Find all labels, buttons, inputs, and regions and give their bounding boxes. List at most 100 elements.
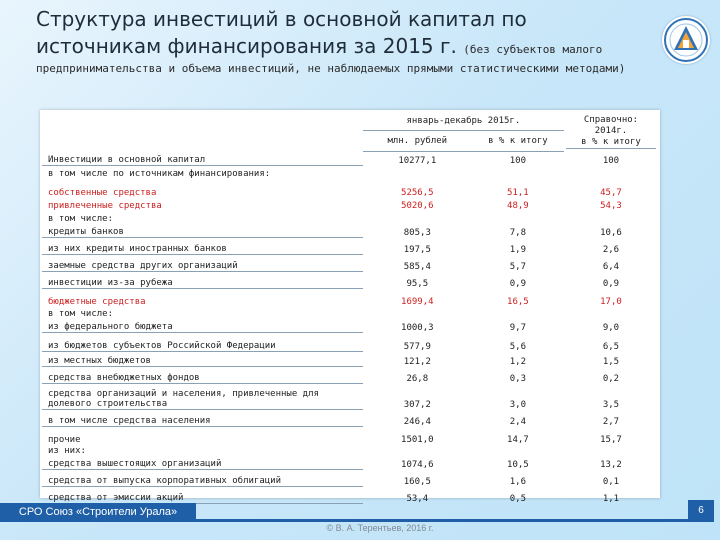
row-ref: 0,2 (602, 373, 620, 384)
table-header-row: январь-декабрь 2015г. Справочно: 2014г. … (42, 112, 658, 149)
page-number: 6 (688, 500, 714, 522)
row-label: средства организаций и населения, привле… (42, 383, 363, 410)
row-abs: 1000,3 (401, 322, 434, 333)
investment-structure-table: январь-декабрь 2015г. Справочно: 2014г. … (42, 112, 658, 504)
row-label: в том числе: (48, 308, 114, 319)
row-ref: 17,0 (600, 296, 622, 307)
row-abs (363, 166, 472, 179)
row-pct: 10,5 (507, 459, 529, 470)
row-label: кредиты банков (42, 223, 363, 238)
row-pct: 48,9 (507, 200, 529, 211)
footer-organization: СРО Союз «Строители Урала» (0, 503, 196, 522)
slide-title: Структура инвестиций в основной капитал … (36, 6, 656, 63)
header-reference-line1: Справочно: (583, 114, 639, 125)
row-label: Инвестиции в основной капитал (42, 151, 363, 166)
table-row: средства от эмиссии акций 53,4 0,5 1,1 (42, 486, 658, 504)
organization-logo-icon (662, 16, 710, 64)
table-row: из местных бюджетов 121,2 1,2 1,5 (42, 351, 658, 367)
row-pct: 7,8 (509, 227, 527, 238)
table-row: собственные средства 5256,5 51,1 45,7 (42, 179, 658, 198)
row-pct: 16,5 (507, 296, 529, 307)
table-row: в том числе: (42, 211, 658, 224)
row-ref: 1,1 (602, 493, 620, 504)
table-row: инвестиции из-за рубежа 95,5 0,9 0,9 (42, 271, 658, 289)
row-pct: 2,4 (509, 416, 527, 427)
row-label: прочие (48, 434, 81, 445)
row-abs (363, 307, 472, 319)
row-ref: 9,0 (602, 322, 620, 333)
row-ref: 10,6 (600, 227, 622, 238)
row-label: средства вышестоящих организаций (42, 455, 363, 470)
row-label: собственные средства (48, 187, 157, 198)
row-pct: 5,7 (509, 261, 527, 272)
row-abs: 121,2 (403, 356, 431, 367)
row-ref: 13,2 (600, 459, 622, 470)
row-label: из них кредиты иностранных банков (42, 237, 363, 255)
table-row: Инвестиции в основной капитал 10277,1 10… (42, 151, 658, 166)
row-pct (472, 307, 564, 319)
row-ref (564, 166, 658, 179)
row-label: бюджетные средства (48, 296, 146, 307)
row-pct: 0,3 (509, 373, 527, 384)
row-abs (363, 211, 472, 224)
row-label: инвестиции из-за рубежа (42, 271, 363, 289)
row-ref: 2,7 (602, 416, 620, 427)
row-abs: 197,5 (403, 244, 431, 255)
header-reference-line3: в % к итогу (581, 136, 641, 147)
row-ref: 6,4 (602, 261, 620, 272)
row-pct: 14,7 (507, 434, 529, 445)
row-abs: 160,5 (403, 476, 431, 487)
row-abs: 1699,4 (401, 296, 434, 307)
row-pct (472, 166, 564, 179)
row-abs: 10277,1 (398, 155, 437, 166)
row-pct: 5,6 (509, 341, 527, 352)
row-pct: 1,6 (509, 476, 527, 487)
row-abs: 5256,5 (401, 187, 434, 198)
row-label: в том числе по источникам финансирования… (48, 168, 271, 179)
row-abs: 1074,6 (401, 459, 434, 470)
row-ref (564, 307, 658, 319)
row-label: из федерального бюджета (42, 318, 363, 333)
row-ref: 45,7 (600, 187, 622, 198)
table-subheader-row: млн. рублей в % к итогу (42, 130, 658, 152)
row-pct: 0,5 (509, 493, 527, 504)
table-row: из бюджетов субъектов Российской Федерац… (42, 332, 658, 352)
table-row: из них кредиты иностранных банков 197,5 … (42, 237, 658, 255)
row-abs: 26,8 (406, 373, 429, 384)
row-label: привлеченные средства (48, 200, 162, 211)
row-abs: 246,4 (403, 416, 431, 427)
table-row: из федерального бюджета 1000,3 9,7 9,0 (42, 318, 658, 333)
title-note-inline: (без субъектов малого (463, 43, 603, 56)
title-note-continuation: предпринимательства и объема инвестиций,… (36, 62, 626, 75)
row-ref: 15,7 (600, 434, 622, 445)
table-row: кредиты банков 805,3 7,8 10,6 (42, 223, 658, 238)
row-label: из местных бюджетов (42, 351, 363, 367)
row-pct: 9,7 (509, 322, 527, 333)
title-main: Структура инвестиций в основной капитал … (36, 7, 527, 58)
header-period: январь-декабрь 2015г. (362, 112, 564, 131)
table-row: в том числе по источникам финансирования… (42, 166, 658, 179)
row-abs: 805,3 (403, 227, 431, 238)
row-label: в том числе средства населения (42, 409, 363, 427)
table-row: бюджетные средства 1699,4 16,5 17,0 (42, 289, 658, 307)
row-label: средства внебюджетных фондов (42, 366, 363, 384)
row-abs: 577,9 (403, 341, 431, 352)
row-pct (472, 445, 564, 456)
table-row: заемные средства других организаций 585,… (42, 254, 658, 272)
row-label: из них: (48, 445, 86, 456)
table-row: в том числе: (42, 307, 658, 319)
row-ref: 54,3 (600, 200, 622, 211)
row-abs: 1501,0 (401, 434, 434, 445)
row-abs: 53,4 (406, 493, 429, 504)
row-pct: 1,9 (509, 244, 527, 255)
row-ref: 0,9 (602, 278, 620, 289)
row-pct: 3,0 (509, 399, 527, 410)
row-label: из бюджетов субъектов Российской Федерац… (42, 332, 363, 352)
row-ref: 3,5 (602, 399, 620, 410)
table-row: средства организаций и населения, привле… (42, 383, 658, 410)
table-panel (40, 110, 660, 498)
table-row: прочие 1501,0 14,7 15,7 (42, 427, 658, 445)
table-row: средства внебюджетных фондов 26,8 0,3 0,… (42, 366, 658, 384)
row-ref (564, 445, 658, 456)
row-abs: 585,4 (403, 261, 431, 272)
